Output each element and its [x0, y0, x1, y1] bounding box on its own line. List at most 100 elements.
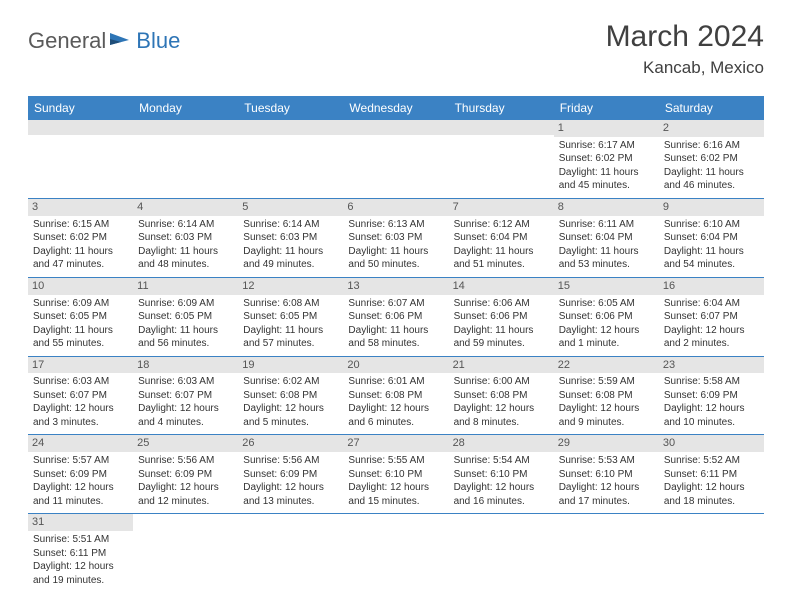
sunset-text: Sunset: 6:07 PM	[664, 310, 759, 324]
day-number: 19	[238, 357, 343, 374]
day-header: Monday	[133, 96, 238, 120]
day-cell: 9Sunrise: 6:10 AMSunset: 6:04 PMDaylight…	[659, 198, 764, 277]
daylight-text: Daylight: 12 hours and 6 minutes.	[348, 402, 443, 429]
sunrise-text: Sunrise: 6:12 AM	[454, 218, 549, 232]
empty-day-cell	[343, 120, 448, 198]
day-cell: 27Sunrise: 5:55 AMSunset: 6:10 PMDayligh…	[343, 435, 448, 514]
day-header: Saturday	[659, 96, 764, 120]
sunset-text: Sunset: 6:06 PM	[559, 310, 654, 324]
day-number: 20	[343, 357, 448, 374]
sunset-text: Sunset: 6:10 PM	[559, 468, 654, 482]
day-header: Thursday	[449, 96, 554, 120]
day-number: 15	[554, 278, 659, 295]
sunset-text: Sunset: 6:09 PM	[33, 468, 128, 482]
sunset-text: Sunset: 6:03 PM	[348, 231, 443, 245]
day-cell: 16Sunrise: 6:04 AMSunset: 6:07 PMDayligh…	[659, 277, 764, 356]
sunrise-text: Sunrise: 6:07 AM	[348, 297, 443, 311]
sunrise-text: Sunrise: 5:54 AM	[454, 454, 549, 468]
day-number: 22	[554, 357, 659, 374]
calendar-week-row: 10Sunrise: 6:09 AMSunset: 6:05 PMDayligh…	[28, 277, 764, 356]
daylight-text: Daylight: 11 hours and 57 minutes.	[243, 324, 338, 351]
day-number-blank	[238, 120, 343, 135]
sunset-text: Sunset: 6:05 PM	[243, 310, 338, 324]
day-cell: 14Sunrise: 6:06 AMSunset: 6:06 PMDayligh…	[449, 277, 554, 356]
day-number-blank	[449, 120, 554, 135]
sunrise-text: Sunrise: 5:53 AM	[559, 454, 654, 468]
sunrise-text: Sunrise: 6:17 AM	[559, 139, 654, 153]
daylight-text: Daylight: 11 hours and 58 minutes.	[348, 324, 443, 351]
day-number: 10	[28, 278, 133, 295]
daylight-text: Daylight: 11 hours and 46 minutes.	[664, 166, 759, 193]
sunrise-text: Sunrise: 6:10 AM	[664, 218, 759, 232]
day-number: 12	[238, 278, 343, 295]
empty-day-cell	[449, 514, 554, 592]
day-cell: 28Sunrise: 5:54 AMSunset: 6:10 PMDayligh…	[449, 435, 554, 514]
day-number: 13	[343, 278, 448, 295]
day-number: 31	[28, 514, 133, 531]
day-cell: 18Sunrise: 6:03 AMSunset: 6:07 PMDayligh…	[133, 356, 238, 435]
calendar-body: 1Sunrise: 6:17 AMSunset: 6:02 PMDaylight…	[28, 120, 764, 592]
sunset-text: Sunset: 6:07 PM	[33, 389, 128, 403]
day-cell: 1Sunrise: 6:17 AMSunset: 6:02 PMDaylight…	[554, 120, 659, 198]
sunrise-text: Sunrise: 5:56 AM	[243, 454, 338, 468]
day-number: 29	[554, 435, 659, 452]
day-number: 4	[133, 199, 238, 216]
sunrise-text: Sunrise: 5:57 AM	[33, 454, 128, 468]
calendar-week-row: 17Sunrise: 6:03 AMSunset: 6:07 PMDayligh…	[28, 356, 764, 435]
day-number: 30	[659, 435, 764, 452]
location-text: Kancab, Mexico	[606, 58, 764, 78]
daylight-text: Daylight: 11 hours and 53 minutes.	[559, 245, 654, 272]
empty-day-cell	[238, 514, 343, 592]
sunrise-text: Sunrise: 6:04 AM	[664, 297, 759, 311]
daylight-text: Daylight: 11 hours and 47 minutes.	[33, 245, 128, 272]
sunrise-text: Sunrise: 5:56 AM	[138, 454, 233, 468]
day-number-blank	[133, 120, 238, 135]
sunset-text: Sunset: 6:10 PM	[454, 468, 549, 482]
empty-day-cell	[449, 120, 554, 198]
daylight-text: Daylight: 12 hours and 13 minutes.	[243, 481, 338, 508]
sunrise-text: Sunrise: 6:11 AM	[559, 218, 654, 232]
daylight-text: Daylight: 11 hours and 56 minutes.	[138, 324, 233, 351]
day-cell: 7Sunrise: 6:12 AMSunset: 6:04 PMDaylight…	[449, 198, 554, 277]
day-number: 8	[554, 199, 659, 216]
sunset-text: Sunset: 6:08 PM	[348, 389, 443, 403]
sunrise-text: Sunrise: 6:15 AM	[33, 218, 128, 232]
day-cell: 19Sunrise: 6:02 AMSunset: 6:08 PMDayligh…	[238, 356, 343, 435]
day-header: Sunday	[28, 96, 133, 120]
sunset-text: Sunset: 6:11 PM	[664, 468, 759, 482]
sunset-text: Sunset: 6:09 PM	[243, 468, 338, 482]
sunrise-text: Sunrise: 6:03 AM	[138, 375, 233, 389]
sunrise-text: Sunrise: 6:02 AM	[243, 375, 338, 389]
sunrise-text: Sunrise: 5:55 AM	[348, 454, 443, 468]
daylight-text: Daylight: 12 hours and 12 minutes.	[138, 481, 233, 508]
day-number: 7	[449, 199, 554, 216]
daylight-text: Daylight: 12 hours and 2 minutes.	[664, 324, 759, 351]
day-number: 11	[133, 278, 238, 295]
day-number: 28	[449, 435, 554, 452]
day-cell: 11Sunrise: 6:09 AMSunset: 6:05 PMDayligh…	[133, 277, 238, 356]
day-header: Wednesday	[343, 96, 448, 120]
day-header: Friday	[554, 96, 659, 120]
sunset-text: Sunset: 6:02 PM	[33, 231, 128, 245]
day-cell: 29Sunrise: 5:53 AMSunset: 6:10 PMDayligh…	[554, 435, 659, 514]
day-number: 2	[659, 120, 764, 137]
day-number: 3	[28, 199, 133, 216]
calendar-table: SundayMondayTuesdayWednesdayThursdayFrid…	[28, 96, 764, 592]
sunrise-text: Sunrise: 6:14 AM	[138, 218, 233, 232]
month-title: March 2024	[606, 20, 764, 54]
daylight-text: Daylight: 12 hours and 5 minutes.	[243, 402, 338, 429]
daylight-text: Daylight: 11 hours and 51 minutes.	[454, 245, 549, 272]
empty-day-cell	[554, 514, 659, 592]
sunset-text: Sunset: 6:09 PM	[138, 468, 233, 482]
sunrise-text: Sunrise: 6:00 AM	[454, 375, 549, 389]
day-number: 9	[659, 199, 764, 216]
empty-day-cell	[28, 120, 133, 198]
daylight-text: Daylight: 11 hours and 54 minutes.	[664, 245, 759, 272]
day-number: 5	[238, 199, 343, 216]
sunset-text: Sunset: 6:03 PM	[138, 231, 233, 245]
day-cell: 10Sunrise: 6:09 AMSunset: 6:05 PMDayligh…	[28, 277, 133, 356]
day-cell: 24Sunrise: 5:57 AMSunset: 6:09 PMDayligh…	[28, 435, 133, 514]
sunset-text: Sunset: 6:06 PM	[454, 310, 549, 324]
empty-day-cell	[659, 514, 764, 592]
logo: General Blue	[28, 28, 180, 54]
